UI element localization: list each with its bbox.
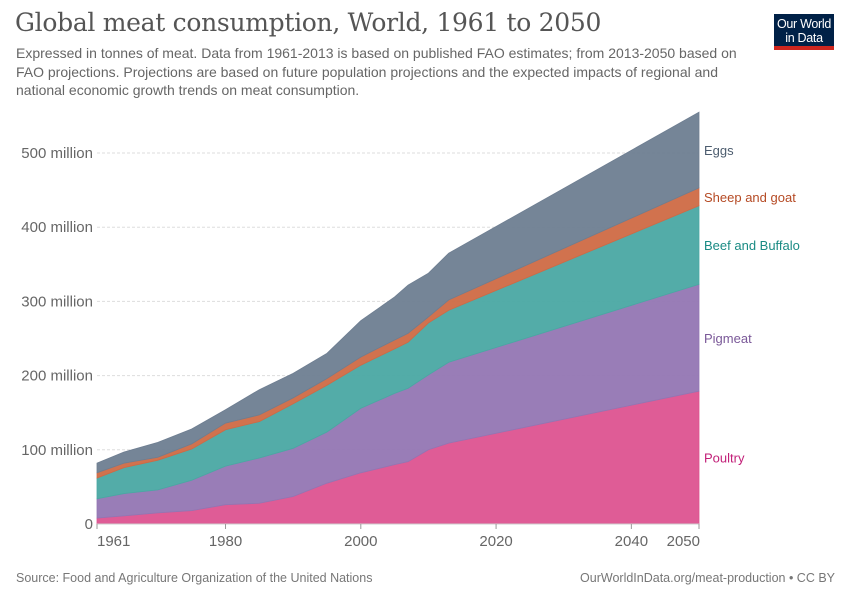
- logo-line-1: Our World: [776, 17, 832, 31]
- y-axis-ticks: 0 100 million 200 million 300 million 400 mi…: [21, 145, 93, 533]
- chart-subtitle: Expressed in tonnes of meat. Data from 1…: [16, 45, 737, 98]
- y-tick-label: 200 million: [21, 368, 93, 385]
- x-axis: 1961 1980 2000 2020 2040 2050: [96, 523, 700, 550]
- logo-line-2: in Data: [785, 31, 823, 45]
- series-label-poultry[interactable]: Poultry: [704, 451, 745, 466]
- x-tick-label: 1980: [209, 533, 242, 550]
- series-label-eggs[interactable]: Eggs: [704, 143, 734, 158]
- logo-accent-bar: [774, 46, 834, 50]
- owid-logo[interactable]: Our World in Data: [774, 14, 834, 50]
- x-tick-label: 2000: [344, 533, 377, 550]
- x-tick-label: 2040: [615, 533, 648, 550]
- series-label-pigmeat[interactable]: Pigmeat: [704, 331, 752, 346]
- y-tick-label: 300 million: [21, 293, 93, 310]
- series-labels: Poultry Pigmeat Beef and Buffalo Sheep and …: [704, 143, 800, 466]
- x-tick-label: 2020: [479, 533, 512, 550]
- series-label-beef-and-buffalo[interactable]: Beef and Buffalo: [704, 238, 800, 253]
- url-license-link[interactable]: OurWorldInData.org/meat-production • CC …: [580, 571, 835, 585]
- y-tick-label: 500 million: [21, 145, 93, 162]
- series-areas: [96, 111, 700, 525]
- chart-title: Global meat consumption, World, 1961 to …: [15, 8, 602, 37]
- x-tick-label: 2050: [667, 533, 700, 550]
- y-tick-label: 400 million: [21, 219, 93, 236]
- area-eggs[interactable]: [96, 111, 700, 474]
- series-label-sheep-and-goat[interactable]: Sheep and goat: [704, 190, 796, 205]
- y-tick-label: 0: [85, 516, 93, 533]
- source-note: Source: Food and Agriculture Organizatio…: [16, 571, 373, 585]
- x-tick-label: 1961: [97, 533, 130, 550]
- y-tick-label: 100 million: [21, 442, 93, 459]
